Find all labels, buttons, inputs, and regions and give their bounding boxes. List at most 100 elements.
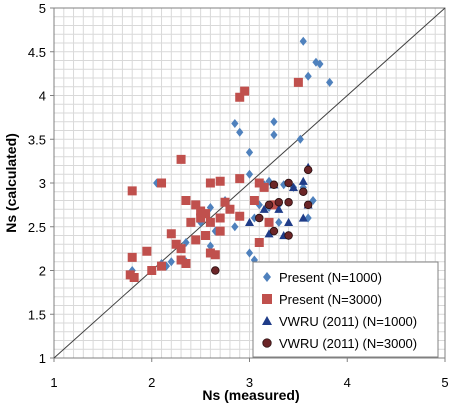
data-point-square [259,182,269,192]
data-point-diamond [236,127,244,137]
data-point-square [240,86,250,96]
data-point-diamond [245,169,254,179]
legend-marker-square [262,294,272,304]
y-tick-label: 2.5 [28,220,46,235]
x-tick-label: 2 [148,375,155,390]
data-point-square [254,238,264,247]
data-point-circle [284,178,293,188]
legend-label: VWRU (2011) (N=1000) [279,314,417,329]
data-point-square [171,239,181,249]
x-tick-label: 3 [246,375,253,390]
data-point-diamond [206,241,214,251]
y-tick-label: 4 [39,89,46,104]
data-point-circle [211,266,220,275]
data-point-square [210,250,220,260]
data-point-square [201,209,211,219]
data-point-square [147,266,157,275]
legend-marker-triangle [262,316,272,325]
y-tick-label: 3 [39,176,46,191]
legend-box [252,261,439,358]
data-point-diamond [245,147,254,157]
data-point-diamond [304,213,312,223]
data-point-diamond [309,196,317,205]
y-tick-label: 5 [39,1,46,16]
data-point-triangle [298,213,308,222]
data-point-diamond [245,248,254,258]
data-point-triangle [245,217,254,226]
x-tick-label: 1 [50,375,57,390]
data-point-triangle [259,204,269,213]
y-tick-label: 1.5 [28,307,46,322]
data-point-square [235,211,245,221]
data-point-diamond [312,57,320,67]
data-point-triangle [274,204,284,213]
data-point-square [127,186,137,196]
x-tick-label: 5 [441,375,448,390]
y-tick-label: 4.5 [28,45,46,60]
data-point-circle [299,187,308,196]
data-point-square [254,178,264,188]
data-point-square [220,197,230,207]
data-point-triangle [298,176,308,185]
data-point-square [166,229,176,239]
data-point-circle [264,200,274,210]
data-point-square [176,154,186,164]
data-point-diamond [270,130,278,140]
y-tick-label: 1 [39,351,46,366]
data-point-diamond [167,257,175,267]
axis-layer: 1 2 3 4 5 1 1.5 2 2.5 3 3.5 4 4.5 5 [28,1,449,390]
reference-line-layer [53,7,446,359]
data-point-square [293,77,303,87]
data-point-square [157,261,167,271]
data-point-diamond [296,134,304,144]
data-point-diamond [280,180,288,190]
data-point-diamond [299,36,307,46]
data-point-diamond [250,255,258,265]
data-point-square [191,235,201,245]
data-point-square [225,204,235,214]
data-point-square [269,200,279,210]
data-point-square [157,178,167,188]
data-point-square [129,273,139,282]
data-point-square [215,213,225,223]
data-point-diamond [250,213,258,223]
legend-label: Present (N=1000) [279,270,382,285]
data-point-square [191,200,201,210]
data-point-square [235,92,245,102]
data-point-circle [274,198,284,207]
x-axis-title: Ns (measured) [202,387,299,403]
legend: Present (N=1000) Present (N=3000) VWRU (20… [252,261,439,358]
x-tick-label: 4 [344,375,351,390]
data-point-square [235,174,245,184]
data-point-square [186,217,196,227]
data-point-square [176,244,186,254]
data-point-diamond [270,117,278,127]
data-point-square [249,196,259,205]
data-point-diamond [275,217,283,227]
data-point-triangle [264,229,274,238]
data-point-square [127,252,137,262]
y-tick-label: 2 [39,264,46,279]
legend-marker-circle [262,338,272,348]
data-point-circle [255,213,264,223]
data-point-square [205,217,215,227]
data-point-diamond [231,119,239,128]
data-point-diamond [231,222,239,232]
data-point-triangle [284,217,294,226]
y-axis-title: Ns (calculated) [3,133,19,233]
data-point-diamond [316,59,324,69]
data-point-square [205,178,215,188]
data-point-square [181,259,191,268]
data-point-circle [303,165,313,175]
data-point-circle [284,198,293,207]
data-point-square [264,217,274,227]
data-point-diamond [304,71,312,81]
data-point-square [181,196,191,205]
y-tick-label: 3.5 [28,132,46,147]
data-point-circle [269,180,279,189]
data-point-square [215,176,225,186]
data-point-square [215,226,225,236]
legend-label: Present (N=3000) [279,292,382,307]
data-point-square [196,213,206,223]
